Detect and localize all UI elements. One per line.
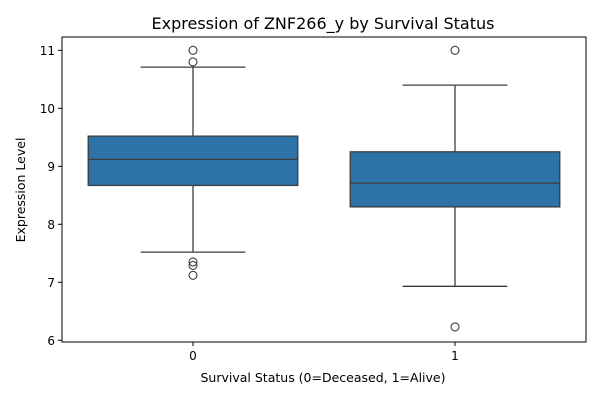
plot-area: 6 7 8 9 10 11 0 1 [40, 44, 561, 363]
outlier-point [188, 270, 198, 280]
y-tick-label: 10 [40, 102, 55, 116]
y-tick-label: 11 [40, 44, 55, 58]
y-tick-label: 8 [47, 218, 55, 232]
y-tick-label: 9 [47, 160, 55, 174]
iqr-box [87, 135, 299, 187]
y-tick-label: 7 [47, 276, 55, 290]
outlier-point [188, 257, 198, 267]
chart-title: Expression of ZNF266_y by Survival Statu… [152, 14, 495, 34]
iqr-box [349, 151, 561, 208]
y-tick-label: 6 [47, 334, 55, 348]
x-tick-label: 0 [189, 349, 197, 363]
outlier-point [450, 45, 460, 55]
outlier-point [188, 57, 198, 67]
x-axis-label: Survival Status (0=Deceased, 1=Alive) [201, 370, 446, 385]
y-axis-label: Expression Level [13, 138, 28, 243]
outlier-point [450, 322, 460, 332]
plot-frame [61, 36, 587, 343]
outlier-point [188, 45, 198, 55]
outlier-point [188, 260, 198, 271]
x-tick-label: 1 [451, 349, 459, 363]
